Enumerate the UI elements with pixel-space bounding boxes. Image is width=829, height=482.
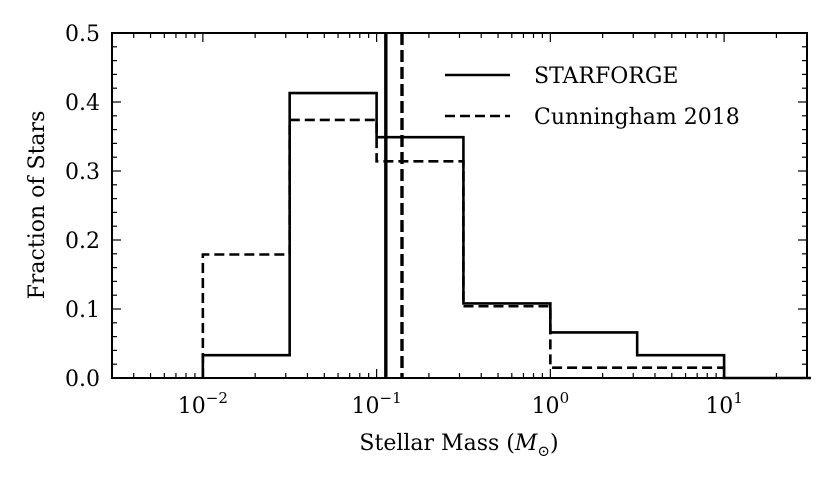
legend-label-cunningham: Cunningham 2018 — [534, 105, 740, 130]
legend-label-starforge: STARFORGE — [534, 64, 679, 89]
plot-frame — [111, 32, 808, 379]
x-tick-label: 10−1 — [352, 389, 402, 419]
y-tick-label: 0.5 — [65, 22, 100, 47]
y-tick-label: 0.0 — [65, 367, 100, 392]
y-tick-label: 0.2 — [65, 229, 100, 254]
plot-content — [201, 33, 811, 380]
x-tick-label: 100 — [532, 389, 570, 419]
histogram-step-starforge — [201, 91, 811, 380]
y-axis-label: Fraction of Stars — [25, 111, 50, 300]
x-tick-label: 10−2 — [178, 389, 228, 419]
y-tick-label: 0.4 — [65, 91, 100, 116]
y-tick-label: 0.3 — [65, 160, 100, 185]
y-tick-label: 0.1 — [65, 298, 100, 323]
histogram-step-cunningham — [201, 118, 726, 378]
axis-ticks — [111, 32, 808, 379]
tick-labels: 10−2 10−1 100 101 0.0 0.1 0.2 0.3 0.4 0.5 — [65, 22, 743, 419]
x-axis-label: Stellar Mass (M⊙) — [359, 431, 558, 460]
x-tick-label: 101 — [705, 389, 743, 419]
legend: STARFORGE Cunningham 2018 — [445, 64, 740, 130]
